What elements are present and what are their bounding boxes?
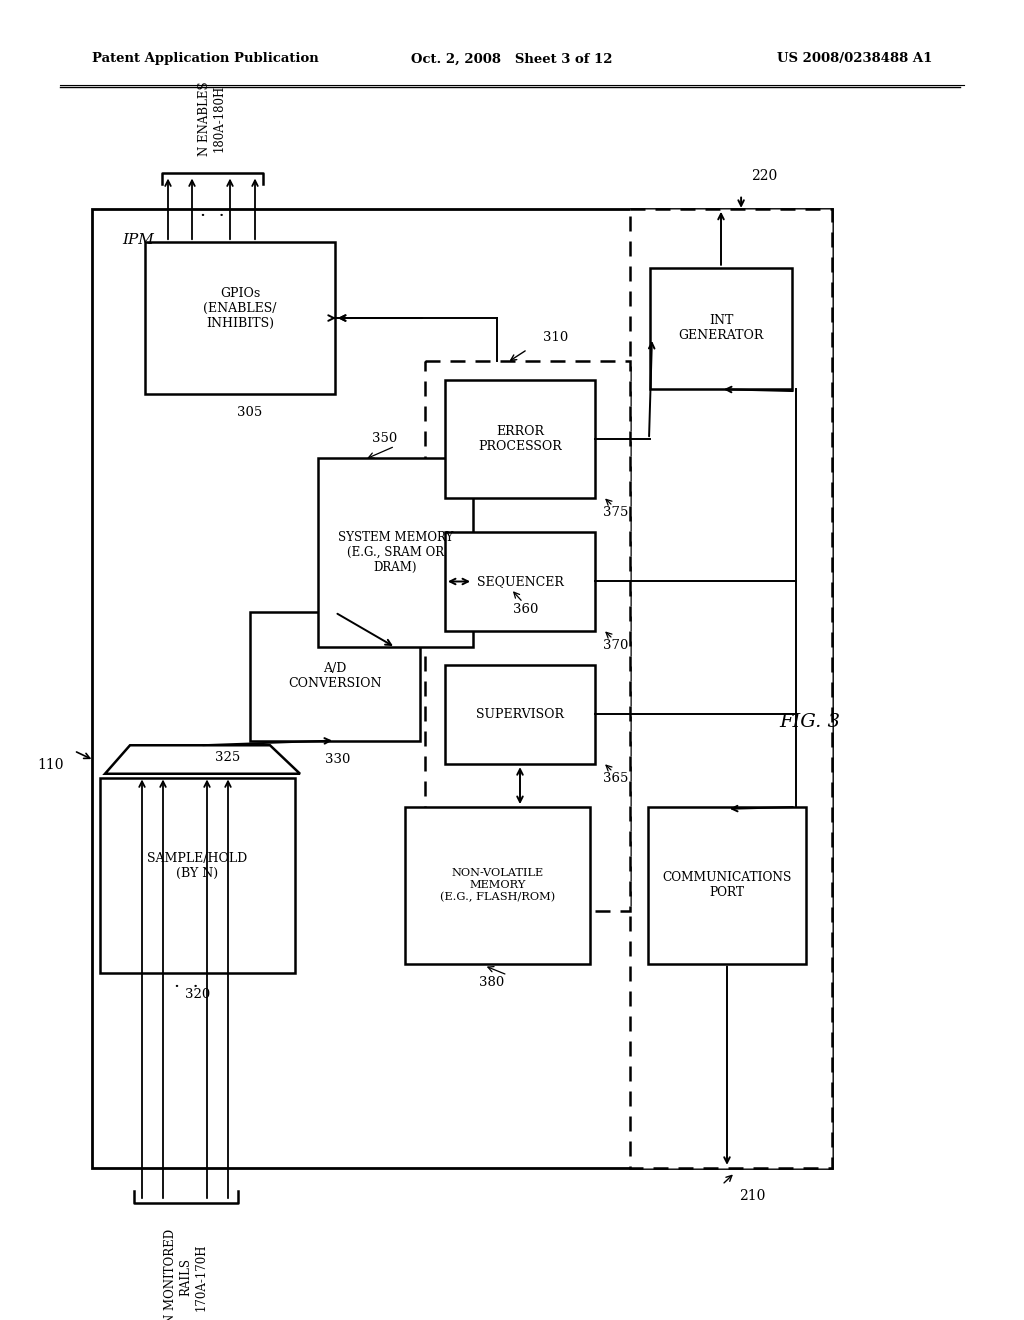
Bar <box>445 380 595 499</box>
Bar <box>145 242 335 393</box>
Text: 330: 330 <box>325 752 350 766</box>
Bar <box>92 209 831 1168</box>
Text: ·  ·: · · <box>174 978 199 997</box>
Bar <box>425 360 630 911</box>
Text: NON-VOLATILE
MEMORY
(E.G., FLASH/ROM): NON-VOLATILE MEMORY (E.G., FLASH/ROM) <box>440 869 555 902</box>
Text: 370: 370 <box>603 639 629 652</box>
Text: IPM: IPM <box>122 232 154 247</box>
Text: SAMPLE/HOLD
(BY N): SAMPLE/HOLD (BY N) <box>147 853 248 880</box>
Bar <box>445 532 595 631</box>
Text: N ENABLES
180A-180H: N ENABLES 180A-180H <box>198 82 226 156</box>
Text: SUPERVISOR: SUPERVISOR <box>476 708 564 721</box>
Text: 365: 365 <box>603 772 629 785</box>
Text: INT
GENERATOR: INT GENERATOR <box>678 314 764 342</box>
Bar <box>445 664 595 764</box>
Polygon shape <box>105 746 300 774</box>
Text: ·  ·: · · <box>200 207 224 226</box>
Text: ERROR
PROCESSOR: ERROR PROCESSOR <box>478 425 562 453</box>
Text: US 2008/0238488 A1: US 2008/0238488 A1 <box>776 53 932 66</box>
Text: 110: 110 <box>38 758 63 772</box>
Bar <box>630 209 831 1168</box>
Bar <box>318 458 473 648</box>
Text: 360: 360 <box>513 603 539 616</box>
Text: A/D
CONVERSION: A/D CONVERSION <box>288 663 382 690</box>
Text: N MONITORED
RAILS
170A-170H: N MONITORED RAILS 170A-170H <box>165 1229 208 1320</box>
Text: 380: 380 <box>479 975 504 989</box>
Text: 210: 210 <box>739 1189 765 1204</box>
Text: COMMUNICATIONS
PORT: COMMUNICATIONS PORT <box>663 871 792 899</box>
Text: 375: 375 <box>603 506 629 519</box>
Bar <box>100 779 295 973</box>
Text: 220: 220 <box>751 169 777 182</box>
Text: 310: 310 <box>543 330 568 343</box>
Text: Oct. 2, 2008   Sheet 3 of 12: Oct. 2, 2008 Sheet 3 of 12 <box>412 53 612 66</box>
Bar <box>650 268 792 389</box>
Bar <box>250 612 420 741</box>
Bar <box>648 807 806 964</box>
Text: GPIOs
(ENABLES/
INHIBITS): GPIOs (ENABLES/ INHIBITS) <box>203 286 276 330</box>
Text: SEQUENCER: SEQUENCER <box>476 576 563 587</box>
Text: 305: 305 <box>238 407 262 420</box>
Text: 325: 325 <box>215 751 240 764</box>
Text: FIG. 3: FIG. 3 <box>779 713 841 730</box>
Text: 350: 350 <box>373 432 397 445</box>
Text: Patent Application Publication: Patent Application Publication <box>92 53 318 66</box>
Bar <box>406 807 590 964</box>
Text: SYSTEM MEMORY
(E.G., SRAM OR
DRAM): SYSTEM MEMORY (E.G., SRAM OR DRAM) <box>338 531 454 574</box>
Text: 320: 320 <box>185 987 210 1001</box>
